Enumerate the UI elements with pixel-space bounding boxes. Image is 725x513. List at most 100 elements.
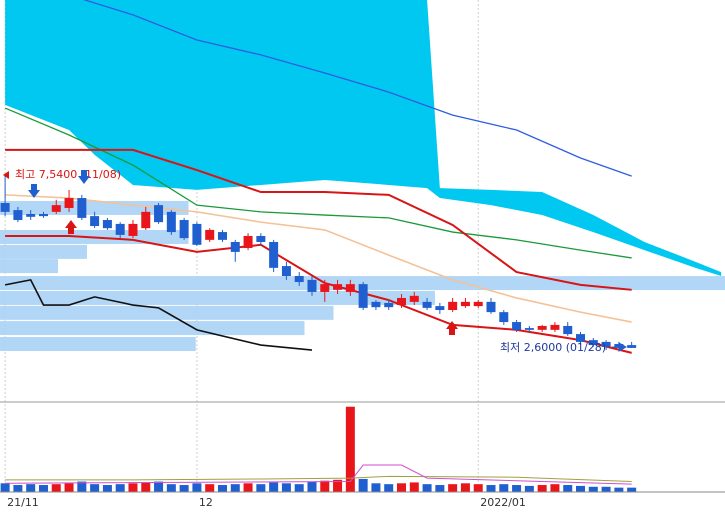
- candle-body: [26, 213, 36, 217]
- volume-bar: [396, 483, 406, 492]
- indicator-line: [4, 107, 632, 259]
- volume-bar: [141, 482, 151, 492]
- volume-bar: [38, 485, 48, 492]
- candle-body: [435, 306, 445, 311]
- volume-bar: [179, 485, 189, 492]
- volume-bar: [448, 484, 458, 492]
- volume-bar: [13, 485, 23, 492]
- volume-bar: [345, 406, 355, 492]
- volume-bar: [358, 478, 368, 492]
- candle-body: [51, 205, 61, 212]
- ichimoku-cloud: [5, 0, 722, 276]
- candle-body: [269, 241, 279, 268]
- volume-bar: [460, 483, 470, 492]
- volume-bar: [486, 485, 496, 492]
- volume-bar: [627, 487, 637, 492]
- high-annotation: 최고 7,5400 (11/08): [15, 168, 121, 181]
- volume-bar: [102, 485, 112, 492]
- candle-body: [588, 340, 598, 346]
- candle-body: [563, 325, 573, 335]
- volume-bar: [563, 485, 573, 492]
- volume-bar: [243, 483, 253, 492]
- candle-body: [576, 334, 586, 342]
- front-layer: 21/11 12 2022/01: [0, 175, 637, 509]
- candle-body: [13, 210, 23, 221]
- candle-body: [486, 301, 496, 313]
- volume-bar: [64, 483, 74, 492]
- volume-bar: [90, 484, 100, 492]
- volume-bar: [256, 484, 266, 492]
- volume-bar: [601, 486, 611, 492]
- volume-bar: [614, 487, 624, 492]
- down-signal: [78, 170, 90, 184]
- volume-bar: [435, 485, 445, 492]
- indicator-line: [5, 475, 632, 483]
- volume-bar: [512, 485, 522, 492]
- volume-bar: [51, 484, 61, 492]
- volume-bar: [333, 479, 343, 492]
- candle-body: [307, 279, 317, 292]
- candle-body: [128, 223, 138, 236]
- volume-profile-bar: [0, 200, 189, 215]
- candle-body: [154, 205, 164, 223]
- volume-bar: [0, 483, 10, 492]
- volume-bar: [269, 482, 279, 492]
- candle-body: [371, 301, 381, 308]
- volume-bar: [499, 484, 509, 492]
- candle-body: [333, 284, 343, 290]
- candle-body: [102, 220, 112, 229]
- volume-bar: [192, 483, 202, 492]
- indicator-line: [4, 278, 313, 351]
- candle-body: [627, 345, 637, 348]
- candle-body: [90, 216, 100, 227]
- volume-bar: [281, 483, 291, 492]
- volume-profile-bar: [0, 244, 87, 259]
- candle-body: [205, 229, 215, 240]
- volume-bar: [524, 485, 534, 492]
- volume-bar: [307, 481, 317, 492]
- indicator-line: [5, 464, 632, 485]
- candle-body: [166, 211, 176, 233]
- volume-bar: [294, 484, 304, 492]
- volume-bar: [473, 484, 483, 492]
- volume-bar: [77, 481, 87, 492]
- candle-body: [396, 297, 406, 306]
- volume-bar: [128, 483, 138, 492]
- low-annotation: 최저 2,6000 (01/28): [500, 341, 606, 354]
- candle-body: [0, 203, 10, 212]
- down-signal: [28, 184, 40, 198]
- up-signal: [446, 321, 458, 335]
- candle-body: [179, 220, 189, 239]
- volume-bar: [205, 484, 215, 492]
- candle-body: [460, 301, 470, 307]
- volume-profile-bar: [0, 259, 58, 274]
- candle-body: [537, 325, 547, 330]
- candle-body: [524, 328, 534, 330]
- volume-bar: [537, 485, 547, 492]
- volume-bar: [320, 480, 330, 492]
- volume-bar: [217, 485, 227, 492]
- candle-body: [256, 235, 266, 242]
- candle-body: [243, 235, 253, 249]
- volume-profile-bar: [0, 321, 305, 336]
- candle-body: [64, 198, 74, 208]
- volume-bar: [230, 484, 240, 492]
- volume-bar: [588, 486, 598, 492]
- x-tick-label: 21/11: [7, 496, 39, 509]
- candle-body: [230, 241, 240, 252]
- candle-body: [550, 324, 560, 330]
- back-layer: [0, 0, 725, 492]
- volume-bar: [371, 483, 381, 492]
- volume-bar: [154, 481, 164, 492]
- candle-body: [294, 275, 304, 283]
- candle-body: [384, 302, 394, 308]
- volume-bar: [576, 485, 586, 492]
- volume-bar: [422, 484, 432, 492]
- candle-body: [409, 295, 419, 302]
- high-arrow: [3, 171, 9, 179]
- low-arrow: [612, 342, 628, 352]
- candle-body: [473, 301, 483, 307]
- volume-bar: [115, 484, 125, 492]
- candle-body: [358, 284, 368, 308]
